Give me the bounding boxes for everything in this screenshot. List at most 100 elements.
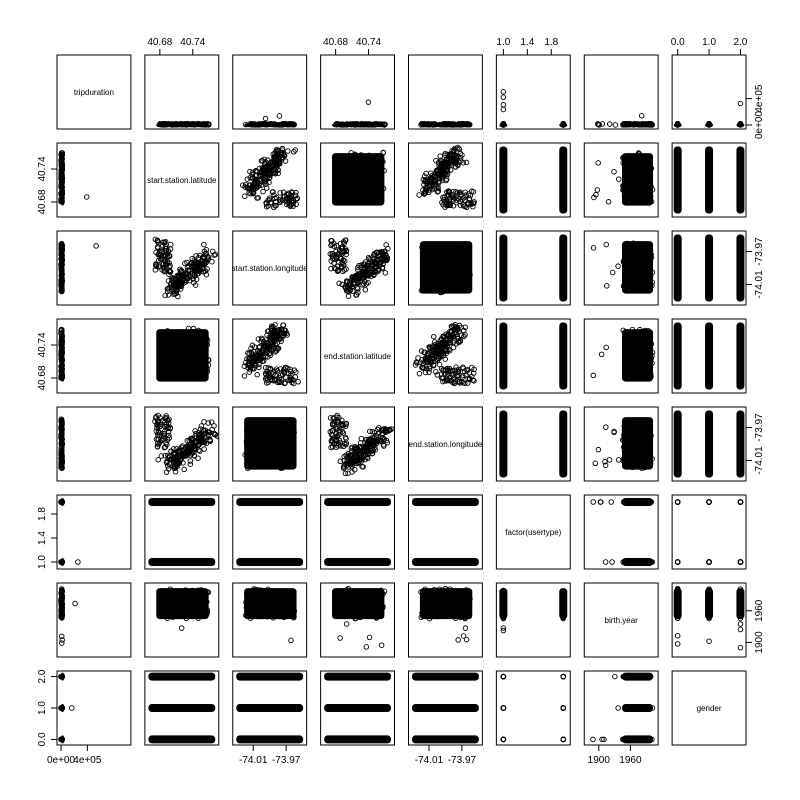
data-point: [249, 169, 256, 176]
data-point: [268, 419, 274, 426]
data-point: [437, 168, 443, 175]
data-point: [706, 343, 712, 350]
data-point: [270, 189, 276, 195]
diagonal-label-end-station-latitude: end.station.latitude: [324, 352, 392, 361]
data-point: [191, 268, 198, 274]
data-point: [622, 434, 629, 440]
panel-end-station-longitude-vs-gender: [671, 406, 747, 482]
data-point: [385, 245, 391, 252]
panel-frame: [320, 54, 395, 130]
panel-frame: [583, 142, 659, 218]
data-point: [285, 423, 291, 430]
data-point: [364, 440, 371, 446]
data-point: [737, 361, 744, 367]
data-point: [288, 121, 295, 128]
data-point: [337, 163, 343, 170]
data-point: [338, 263, 345, 270]
data-point: [434, 372, 441, 378]
data-point: [633, 121, 639, 128]
data-point: [560, 266, 567, 273]
data-point: [164, 373, 171, 379]
data-point: [58, 280, 65, 287]
panel-tripduration-vs-end-station-latitude: [320, 54, 395, 130]
data-point: [706, 372, 712, 378]
data-point: [258, 158, 265, 164]
data-point: [158, 248, 164, 254]
data-point: [623, 342, 629, 349]
data-point: [59, 327, 65, 334]
data-point: [59, 184, 65, 191]
data-point: [261, 165, 268, 171]
data-point: [647, 255, 653, 261]
data-point: [430, 258, 437, 264]
data-point: [178, 267, 185, 274]
data-point: [437, 287, 443, 293]
data-point: [269, 499, 275, 505]
data-point: [426, 268, 432, 274]
panel-frame: [232, 142, 308, 218]
data-point: [167, 425, 174, 432]
data-point: [196, 263, 202, 269]
data-point: [615, 263, 621, 269]
data-point: [337, 121, 343, 127]
data-point: [203, 440, 210, 447]
data-point: [428, 170, 434, 176]
data-point: [244, 454, 250, 461]
data-point: [255, 499, 261, 505]
data-point: [620, 160, 626, 166]
data-point: [369, 428, 376, 435]
data-point: [500, 154, 507, 160]
data-point: [281, 330, 288, 336]
data-point: [421, 182, 427, 188]
panel-start-station-latitude-vs-factor-usertype: [495, 142, 571, 218]
data-point: [202, 559, 209, 565]
data-point: [167, 361, 173, 367]
data-point: [629, 243, 635, 250]
data-point: [160, 264, 167, 270]
data-point: [467, 192, 474, 199]
data-point: [461, 281, 468, 288]
data-point: [452, 243, 459, 249]
data-point: [674, 354, 681, 360]
data-point: [637, 353, 644, 359]
panel-frame: [320, 406, 395, 482]
data-point: [641, 164, 647, 171]
data-point: [430, 333, 437, 340]
data-point: [269, 341, 276, 347]
data-point: [631, 441, 637, 447]
data-point: [290, 417, 297, 424]
data-point: [603, 344, 609, 351]
data-point: [560, 278, 567, 284]
data-point: [453, 253, 459, 259]
data-point: [450, 192, 456, 198]
data-point: [609, 269, 616, 276]
data-point: [276, 424, 283, 431]
data-point: [737, 335, 744, 342]
data-point: [355, 267, 361, 273]
data-point: [500, 248, 507, 254]
panel-points: [673, 100, 745, 128]
data-point: [440, 375, 446, 381]
panel-frame: [144, 230, 220, 306]
panel-points: [332, 99, 388, 128]
data-point: [59, 430, 65, 437]
data-point: [161, 350, 168, 356]
data-point: [448, 154, 454, 161]
diagonal-label-start-station-longitude: start.station.longitude: [232, 264, 309, 273]
data-point: [641, 464, 648, 471]
data-point: [339, 421, 346, 427]
data-point: [347, 282, 354, 289]
data-point: [170, 372, 176, 378]
data-point: [500, 371, 507, 378]
panel-tripduration-vs-birth-year: [583, 54, 659, 130]
data-point: [560, 251, 567, 257]
data-point: [58, 451, 64, 458]
data-point: [434, 357, 440, 364]
data-point: [639, 347, 646, 354]
data-point: [737, 153, 744, 159]
data-point: [500, 325, 507, 332]
data-point: [271, 159, 278, 166]
data-point: [188, 329, 194, 336]
data-point: [443, 172, 449, 178]
data-point: [457, 202, 464, 209]
